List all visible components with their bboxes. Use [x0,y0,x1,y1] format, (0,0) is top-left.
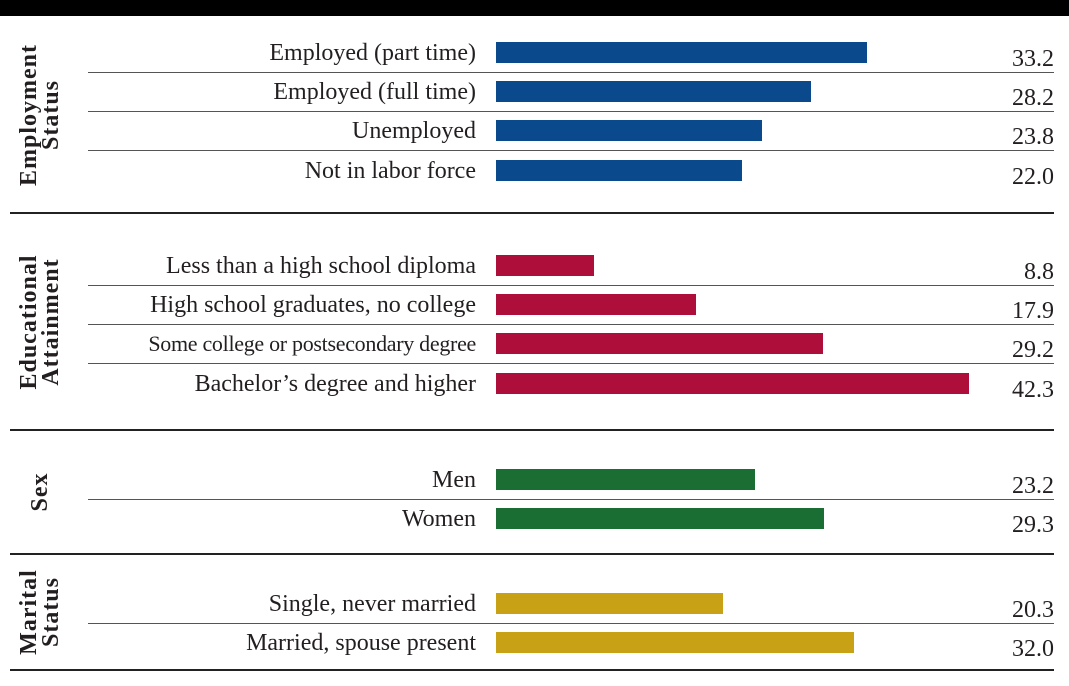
bar [496,469,756,490]
row-divider [88,622,1054,624]
category-label: Less than a high school diploma [166,253,476,279]
group-title: Marital Status [0,554,80,670]
category-label: Not in labor force [304,157,476,184]
category-label: Some college or postsecondary degree [148,331,476,357]
group-title-line: Attainment [38,257,64,386]
data-label: 28.2 [1012,85,1054,112]
row-divider [88,363,1054,364]
group-divider [10,669,1054,671]
group-title-text: Sex [27,472,53,512]
group-divider [10,429,1054,431]
category-label: Employed (full time) [273,79,476,106]
category-label: Bachelor’s degree and higher [194,370,476,397]
group-title-line: Status [38,79,64,150]
data-label: 42.3 [1012,376,1054,403]
bar [496,593,723,614]
category-label: Single, never married [268,591,476,617]
row-divider [88,323,1054,325]
category-label: Women [401,506,476,533]
category-label: High school graduates, no college [150,292,476,319]
bar [496,294,697,316]
bar [496,159,742,181]
group-title-line: Marital [16,569,42,655]
data-label: 23.8 [1012,124,1054,151]
data-label: 8.8 [1024,259,1054,285]
data-label: 17.9 [1012,298,1054,325]
data-label: 29.2 [1012,337,1054,364]
group-title-line: Employment [16,43,42,186]
group-title: Educational Attainment [0,213,80,430]
group-title-text: Marital Status [16,569,64,655]
bar [496,42,868,63]
data-label: 20.3 [1012,597,1054,623]
row-divider [88,71,1054,73]
data-label: 33.2 [1012,46,1054,72]
data-label: 32.0 [1012,636,1054,663]
category-label: Married, spouse present [246,630,476,657]
category-label: Employed (part time) [269,40,476,66]
bar [496,508,824,530]
group-title: Employment Status [0,16,80,213]
bar [496,120,763,142]
group-title: Sex [0,430,80,554]
data-label: 23.2 [1012,473,1054,499]
group-title-line: Sex [27,472,53,512]
category-label: Unemployed [352,118,476,145]
group-title-text: Educational Attainment [16,253,64,390]
data-label: 29.3 [1012,512,1054,539]
row-divider [88,498,1054,500]
group-title-line: Status [38,576,64,648]
group-divider [10,553,1054,555]
bar [496,372,969,394]
row-divider [88,150,1054,151]
data-label: 22.0 [1012,163,1054,190]
group-title-text: Employment Status [16,43,64,186]
bar [496,255,595,276]
group-title-line: Educational [16,253,42,390]
row-divider [88,284,1054,286]
category-label: Men [432,467,476,493]
group-divider [10,212,1054,214]
bar [496,333,823,355]
top-rule [0,0,1069,16]
row-divider [88,110,1054,112]
bar [496,81,812,103]
bar [496,632,854,654]
